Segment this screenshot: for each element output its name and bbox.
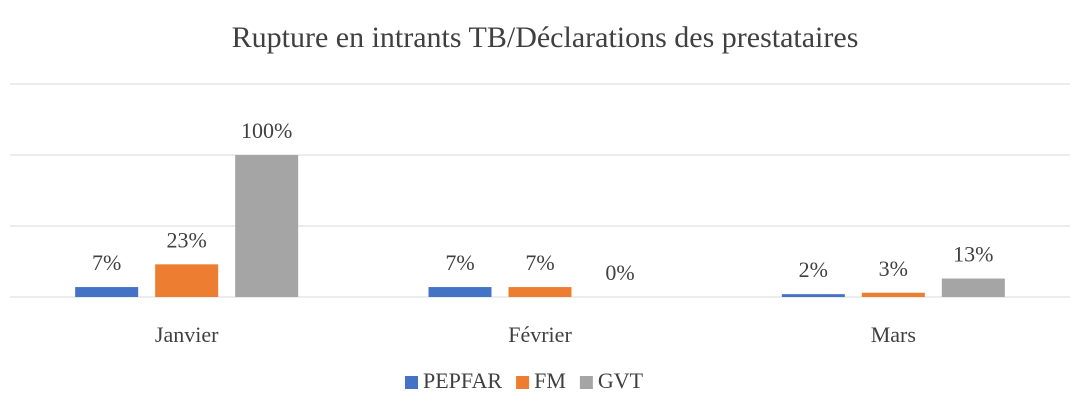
x-tick-label: Janvier bbox=[155, 322, 219, 347]
bar bbox=[75, 287, 139, 297]
bar bbox=[428, 287, 492, 297]
data-label: 7% bbox=[92, 250, 121, 275]
data-label: 7% bbox=[525, 250, 554, 275]
legend-swatch bbox=[405, 376, 418, 389]
legend-label: GVT bbox=[598, 368, 644, 393]
legend-label: FM bbox=[534, 368, 566, 393]
legend-swatch bbox=[516, 376, 530, 389]
legend-swatch bbox=[579, 376, 593, 389]
data-label: 0% bbox=[605, 260, 634, 285]
data-label: 23% bbox=[167, 227, 207, 252]
data-label: 7% bbox=[445, 250, 474, 275]
legend-label: PEPFAR bbox=[423, 368, 502, 393]
bar bbox=[155, 264, 219, 297]
data-label: 3% bbox=[879, 256, 908, 281]
data-label: 13% bbox=[953, 242, 993, 267]
data-label: 2% bbox=[799, 257, 828, 282]
bar bbox=[508, 287, 572, 297]
data-label: 100% bbox=[241, 118, 292, 143]
chart-title: Rupture en intrants TB/Déclarations des … bbox=[232, 21, 859, 54]
x-tick-label: Mars bbox=[871, 322, 916, 347]
bar bbox=[941, 278, 1005, 297]
bar bbox=[781, 294, 845, 297]
bar bbox=[235, 155, 299, 297]
bar bbox=[861, 292, 925, 297]
x-tick-label: Février bbox=[508, 322, 572, 347]
